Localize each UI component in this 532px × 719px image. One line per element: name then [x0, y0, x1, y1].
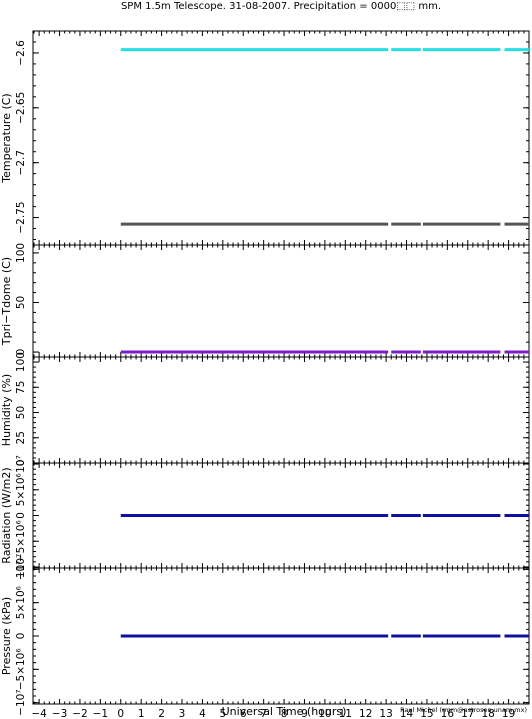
y-axis-label: Temperature (C) [0, 93, 13, 183]
y-tick-label: 50 [15, 296, 27, 309]
y-tick-label: 75 [15, 381, 27, 394]
x-tick-label: 15 [420, 708, 433, 719]
y-tick-label: −10⁷ [15, 689, 27, 715]
panel-frame [32, 356, 530, 464]
x-tick-label: 7 [260, 708, 267, 719]
x-axis-label: Universal Time (hours) [222, 705, 347, 718]
x-tick-label: −1 [93, 708, 108, 719]
credit-note: Raul Michel (rmm@astrosen.unam.mx) [400, 706, 527, 714]
x-tick-label: 10 [318, 708, 331, 719]
y-axis-label: Pressure (kPa) [0, 597, 13, 675]
panel-frame [32, 244, 530, 358]
y-tick-label: 100 [15, 243, 27, 263]
x-tick-label: 2 [158, 708, 165, 719]
y-axis-label: Humidity (%) [0, 374, 13, 446]
y-tick-label: 0 [15, 633, 27, 640]
y-tick-label: 50 [15, 406, 27, 419]
y-tick-label: −5×10⁶ [15, 648, 27, 690]
y-tick-label: 0 [15, 512, 27, 519]
x-tick-label: 12 [359, 708, 372, 719]
panel-frame [32, 30, 530, 246]
x-tick-label: 9 [301, 708, 308, 719]
x-tick-label: 19 [502, 708, 515, 719]
y-tick-label: 5×10⁶ [15, 473, 27, 506]
x-tick-label: −2 [72, 708, 87, 719]
y-tick-label: 0 [15, 460, 27, 467]
x-tick-label: 6 [240, 708, 247, 719]
y-tick-label: 0 [15, 349, 27, 356]
chart-title: SPM 1.5m Telescope. 31-08-2007. Precipit… [121, 1, 441, 12]
x-tick-label: 1 [138, 708, 145, 719]
y-tick-label: −2.75 [15, 201, 27, 233]
x-tick-label: 5 [219, 708, 226, 719]
y-axis-label: Radiation (W/m2) [0, 467, 13, 563]
x-tick-label: 16 [441, 708, 455, 719]
y-tick-label: 25 [15, 431, 27, 444]
x-tick-label: −3 [52, 708, 67, 719]
panel-3: 100 75 50 25 0 Humidity (%) [0, 352, 530, 467]
y-tick-label: 5×10⁶ [15, 586, 27, 619]
x-tick-label: 13 [379, 708, 392, 719]
x-tick-label: 17 [461, 708, 474, 719]
x-tick-label: 3 [179, 708, 186, 719]
x-tick-label: 4 [199, 708, 206, 719]
y-tick-label: −10⁷ [15, 554, 27, 580]
x-tick-label: 11 [339, 708, 352, 719]
x-tick-label: 8 [281, 708, 288, 719]
y-tick-label: 100 [15, 352, 27, 372]
y-tick-label: −2.6 [15, 40, 27, 66]
y-tick-label: −2.65 [15, 92, 27, 124]
panel-5: 10⁷ 5×10⁶ 0 −5×10⁶−10⁷ Pressure (kPa) [0, 561, 530, 716]
y-tick-label: −2.7 [15, 150, 27, 176]
x-tick-label: 14 [400, 708, 414, 719]
x-tick-label: −4 [31, 708, 47, 719]
panel-1: −2.6 −2.65 −2.7 −2.75 Temperature (C) [0, 30, 530, 246]
x-tick-label: 18 [481, 708, 494, 719]
y-axis-label: Tpri−Tdome (C) [0, 257, 13, 346]
y-tick-label: 10⁷ [15, 455, 27, 473]
y-tick-label: 10⁷ [15, 561, 27, 579]
y-tick-label: −5×10⁶ [15, 520, 27, 562]
x-tick-label: 0 [117, 708, 124, 719]
